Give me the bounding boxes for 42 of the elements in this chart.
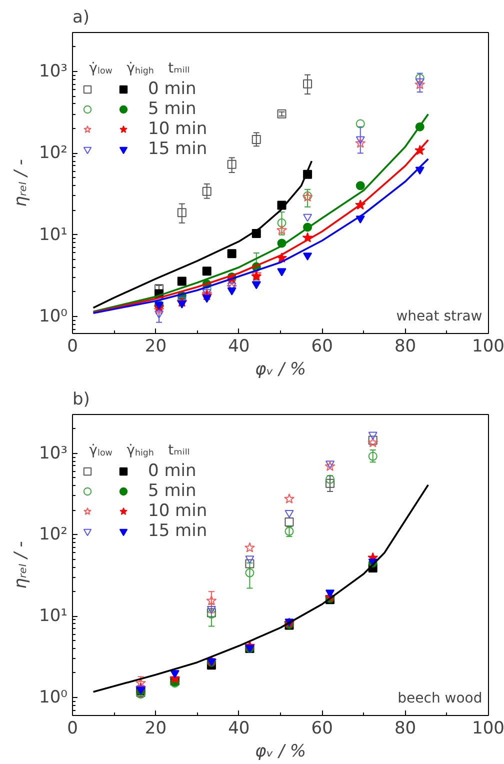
legend-label: 15 min xyxy=(148,139,208,159)
legend-label: 5 min xyxy=(148,481,196,501)
annotation: γ̇low xyxy=(89,442,112,459)
y-axis-title: ηᵣₑₗ / - xyxy=(11,541,32,589)
y-tick-label: 10⁰ xyxy=(39,306,68,327)
y-tick-label: 10¹ xyxy=(39,606,68,626)
x-axis-title: φᵥ / % xyxy=(255,360,306,380)
y-tick-label: 10² xyxy=(39,524,68,545)
annotation: γ̇low xyxy=(89,60,112,77)
x-tick-label: 40 xyxy=(228,336,250,356)
legend-title: tₘᵢₗₗ xyxy=(168,442,190,459)
annotation: γ̇high xyxy=(126,60,154,77)
chart-title: b) xyxy=(72,390,90,410)
x-tick-label: 20 xyxy=(144,336,167,356)
x-tick-label: 100 xyxy=(472,336,504,356)
y-tick-label: 10⁰ xyxy=(39,687,68,708)
x-axis-title: φᵥ / % xyxy=(255,742,306,762)
legend-label: 10 min xyxy=(148,501,208,521)
chart-title: a) xyxy=(72,8,90,28)
y-tick-label: 10² xyxy=(39,143,68,164)
y-tick-label: 10¹ xyxy=(39,224,68,245)
x-tick-label: 20 xyxy=(144,718,167,738)
x-tick-label: 0 xyxy=(67,336,78,356)
legend-label: 5 min xyxy=(148,99,196,119)
legend-label: 10 min xyxy=(148,119,208,139)
x-tick-label: 80 xyxy=(394,718,416,738)
y-tick-label: 10³ xyxy=(39,61,68,82)
x-tick-label: 100 xyxy=(472,718,504,738)
y-tick-label: 10³ xyxy=(39,443,68,464)
x-tick-label: 60 xyxy=(311,336,333,356)
legend-label: 0 min xyxy=(148,461,196,481)
annotation: beech wood xyxy=(398,690,482,706)
annotation: γ̇high xyxy=(126,442,154,459)
x-tick-label: 40 xyxy=(228,718,250,738)
x-tick-label: 80 xyxy=(394,336,416,356)
legend-title: tₘᵢₗₗ xyxy=(168,60,190,77)
annotation: wheat straw xyxy=(396,308,482,324)
x-tick-label: 60 xyxy=(311,718,333,738)
x-tick-label: 0 xyxy=(67,718,78,738)
legend-label: 0 min xyxy=(148,79,196,99)
y-axis-title: ηᵣₑₗ / - xyxy=(11,159,32,207)
legend-label: 15 min xyxy=(148,521,208,541)
